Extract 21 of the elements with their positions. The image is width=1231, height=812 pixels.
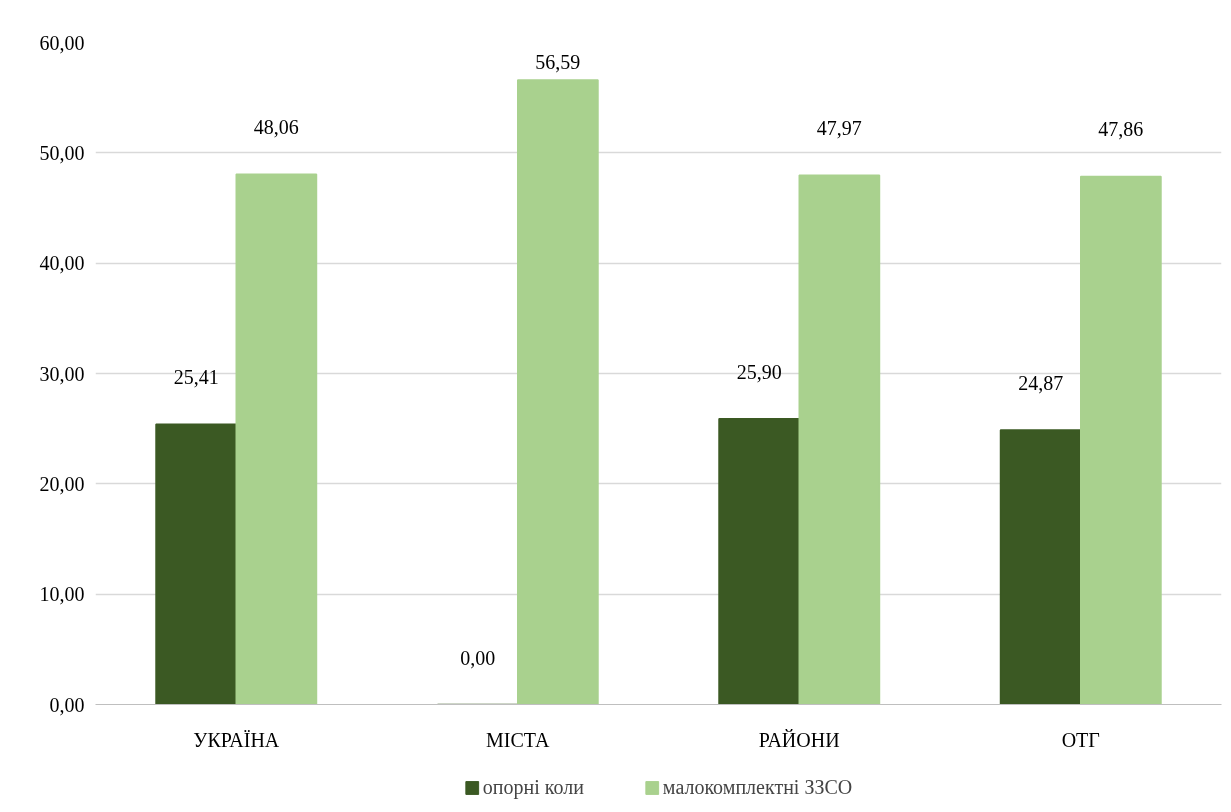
data-label: 48,06 xyxy=(253,116,299,139)
data-label: 47,97 xyxy=(816,117,862,140)
data-label: 47,86 xyxy=(1098,118,1144,141)
y-tick-label: 60,00 xyxy=(39,31,85,54)
data-label: 24,87 xyxy=(1018,372,1064,395)
y-tick-label: 0,00 xyxy=(49,693,85,716)
y-tick-label: 20,00 xyxy=(39,472,85,495)
data-label: 56,59 xyxy=(535,50,581,73)
y-tick-label: 50,00 xyxy=(39,141,85,164)
x-tick-label: МІСТА xyxy=(486,728,551,751)
data-label: 25,41 xyxy=(173,366,219,389)
y-tick-label: 30,00 xyxy=(39,362,85,385)
y-tick-label: 10,00 xyxy=(39,583,85,606)
x-tick-label: РАЙОНИ xyxy=(758,728,840,751)
data-label: 0,00 xyxy=(460,646,496,669)
y-tick-label: 40,00 xyxy=(39,252,85,275)
data-label: 25,90 xyxy=(736,360,782,383)
legend-label: опорні коли xyxy=(482,775,584,799)
legend-label: малокомплектні ЗЗСО xyxy=(662,775,853,799)
x-tick-label: УКРАЇНА xyxy=(193,728,280,751)
x-tick-label: ОТГ xyxy=(1061,728,1100,751)
